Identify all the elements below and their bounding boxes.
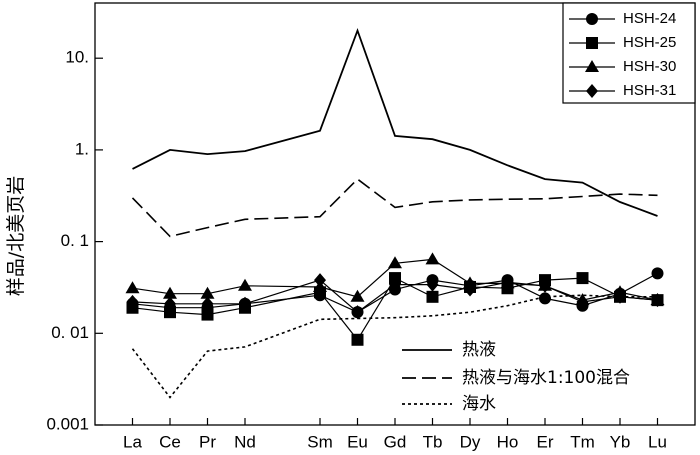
data-point-hsh-31 — [501, 275, 514, 290]
data-point-hsh-31 — [539, 278, 551, 293]
data-point-hsh-31 — [239, 296, 251, 311]
y-tick-label: 0. 01 — [51, 323, 89, 342]
x-tick-label: Nd — [234, 432, 256, 451]
legend: HSH-24 HSH-25 HSH-30 HSH-31 — [562, 2, 696, 104]
x-tick-label: Tm — [570, 432, 595, 451]
x-tick-label: Ce — [159, 432, 181, 451]
data-point-hsh-31 — [389, 277, 401, 292]
legend-marker-hsh-25 — [586, 37, 598, 49]
data-point-hsh-31 — [126, 294, 139, 309]
reference-line-dashed — [131, 178, 658, 238]
data-point-hsh-31 — [351, 305, 364, 320]
x-tick-label: Sm — [307, 432, 333, 451]
series-line-hsh-30 — [132, 258, 658, 301]
data-point-hsh-30 — [238, 278, 252, 291]
legend-label-hsh-25: HSH-25 — [623, 34, 676, 51]
reference-legend-label-dotted: 海水 — [462, 394, 496, 414]
data-point-hsh-30 — [163, 286, 177, 299]
legend-label-hsh-31: HSH-31 — [623, 82, 676, 99]
reference-line-solid — [132, 27, 658, 217]
series-line-hsh-25 — [132, 277, 658, 341]
data-point-hsh-25 — [426, 290, 439, 303]
x-tick-label: Dy — [460, 432, 481, 451]
data-point-hsh-31 — [426, 277, 439, 292]
data-point-hsh-30 — [125, 281, 140, 294]
x-tick-label: Lu — [648, 432, 667, 451]
data-point-hsh-31 — [651, 293, 664, 308]
x-tick-label: Ho — [497, 432, 519, 451]
y-tick-label: 0.001 — [46, 414, 89, 433]
data-point-hsh-30 — [425, 252, 440, 265]
series-layer — [125, 27, 665, 399]
data-point-hsh-30 — [350, 289, 365, 302]
data-point-hsh-31 — [614, 289, 626, 304]
x-tick-label: Gd — [384, 432, 407, 451]
legend-marker-hsh-24 — [586, 13, 598, 25]
data-point-hsh-31 — [164, 296, 176, 311]
legend-label-hsh-24: HSH-24 — [623, 10, 676, 27]
series-line-hsh-31 — [132, 279, 658, 313]
data-point-hsh-24 — [651, 267, 664, 280]
legend-marker-hsh-30 — [585, 60, 599, 72]
x-tick-label: La — [123, 432, 142, 451]
legend-label-hsh-30: HSH-30 — [623, 58, 676, 75]
data-point-hsh-31 — [314, 273, 326, 288]
data-point-hsh-25 — [351, 333, 364, 346]
x-tick-label: Er — [537, 432, 554, 451]
reference-legend-label-dashed: 热液与海水1:100混合 — [462, 368, 630, 388]
x-tick-label: Yb — [610, 432, 631, 451]
data-point-hsh-30 — [463, 276, 477, 289]
axes-layer: 0.001 0. 01 0. 1 1. 10. La Ce Pr Nd Sm Eu Gd Tb Dy Ho E… — [46, 48, 667, 452]
data-point-hsh-24 — [539, 292, 551, 305]
data-point-hsh-31 — [464, 282, 476, 297]
x-tick-label: Eu — [347, 432, 368, 451]
x-tick-label: Tb — [423, 432, 443, 451]
y-tick-label: 1. — [75, 139, 89, 158]
legend-box — [562, 2, 696, 104]
x-tick-label: Pr — [199, 432, 216, 451]
legend-marker-hsh-31 — [586, 84, 598, 98]
data-point-hsh-25 — [576, 272, 589, 285]
y-axis-label: 样品/北美页岩 — [5, 176, 27, 296]
data-point-hsh-31 — [576, 294, 589, 309]
reference-legend-label-solid: 热液 — [462, 340, 496, 360]
data-point-hsh-25 — [164, 306, 176, 319]
data-point-hsh-31 — [201, 296, 214, 311]
data-point-hsh-30 — [388, 256, 402, 269]
reference-line-dotted — [131, 294, 658, 399]
y-tick-label: 10. — [65, 48, 89, 67]
data-point-hsh-30 — [200, 286, 215, 299]
y-tick-label: 0. 1 — [61, 231, 89, 250]
data-point-hsh-25 — [201, 308, 214, 321]
